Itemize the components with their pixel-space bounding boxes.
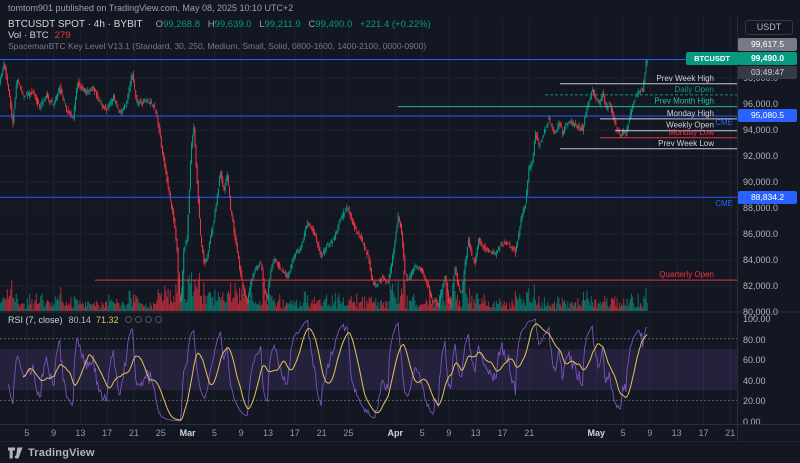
- low-label: L: [259, 19, 265, 30]
- ohlc-values: O99,268.8 H99,639.0 L99,211.9 C99,490.0 …: [151, 19, 431, 30]
- svg-text:CME: CME: [715, 118, 733, 127]
- price-tick-label: 88,000.0: [743, 203, 779, 213]
- time-tick-month-label: Apr: [387, 428, 404, 438]
- svg-text:Monday Low: Monday Low: [669, 128, 715, 137]
- svg-text:Monday High: Monday High: [667, 109, 714, 118]
- rsi-value: 71.32: [96, 315, 119, 325]
- rsi-tick-label: 0.00: [743, 417, 761, 427]
- time-tick-label: 13: [75, 428, 86, 438]
- time-tick-label: 5: [620, 428, 626, 438]
- attribution-bar: tomtom901 published on TradingView.com, …: [0, 0, 800, 17]
- open-value: 99,268.8: [163, 19, 201, 30]
- rsi-tick-label: 100.00: [743, 314, 771, 324]
- svg-text:Prev Month High: Prev Month High: [654, 97, 714, 106]
- tradingview-logo-link[interactable]: TradingView: [8, 447, 95, 459]
- price-tick-label: 94,000.0: [743, 125, 779, 135]
- tradingview-logo-text: TradingView: [28, 447, 95, 459]
- time-tick-label: 13: [262, 428, 274, 438]
- time-tick-label: 21: [128, 428, 140, 438]
- price-scale[interactable]: 98,000.096,000.094,000.092,000.090,000.0…: [737, 17, 800, 441]
- last-price-badge: 99,490.0: [738, 52, 797, 65]
- high-price-badge: 99,617.5: [738, 38, 797, 51]
- price-tick-label: 92,000.0: [743, 151, 779, 161]
- symbol-title: BTCUSDT SPOT · 4h · BYBIT: [8, 19, 143, 30]
- time-tick-label: 9: [647, 428, 653, 438]
- time-tick-label: 9: [238, 428, 244, 438]
- time-axis[interactable]: 5 9 13 17 21 25 Mar 5 9 13 17 21 25 Apr 5 9 13 17 21 May 5 9 1…: [0, 424, 800, 442]
- svg-text:Weekly Open: Weekly Open: [666, 121, 714, 130]
- price-tick-label: 84,000.0: [743, 255, 779, 265]
- time-tick-month-label: May: [587, 428, 606, 438]
- price-tick-label: 82,000.0: [743, 281, 779, 291]
- time-tick-label: 17: [497, 428, 508, 438]
- time-tick-label: 13: [470, 428, 481, 438]
- rsi-tick-label: 40.00: [743, 375, 766, 386]
- currency-toggle-button[interactable]: USDT: [745, 20, 793, 35]
- price-tick-label: 86,000.0: [743, 229, 779, 239]
- time-tick-label: 9: [446, 428, 452, 438]
- low-value: 99,211.9: [264, 19, 301, 30]
- volume-legend-row[interactable]: Vol · BTC 279: [8, 30, 71, 41]
- volume-value: 279: [54, 30, 71, 41]
- high-label: H: [207, 19, 215, 30]
- time-tick-label: 17: [698, 428, 709, 438]
- svg-text:Prev Week High: Prev Week High: [656, 74, 714, 83]
- time-tick-label: 9: [51, 428, 57, 438]
- rsi-tick-label: 20.00: [743, 396, 766, 407]
- change-value: +221.4 (+0.22%): [359, 19, 431, 30]
- footer-bar: TradingView: [0, 441, 800, 463]
- time-tick-month-label: Mar: [179, 428, 196, 438]
- rsi-hidden-plot-icons: [124, 316, 162, 323]
- tradingview-logo-icon: [8, 447, 23, 459]
- hidden-plot-icon: [144, 316, 152, 323]
- svg-text:Daily Open: Daily Open: [674, 85, 714, 94]
- rsi-tick-label: 60.00: [743, 355, 766, 366]
- svg-text:Quarterly Open: Quarterly Open: [659, 270, 714, 279]
- indicator-title: SpacemanBTC Key Level V13.1 (Standard, 3…: [8, 41, 427, 51]
- time-tick-label: 5: [211, 428, 217, 438]
- rsi-tick-label: 80.00: [743, 334, 766, 345]
- time-tick-label: 21: [316, 428, 327, 438]
- indicator-legend-row[interactable]: SpacemanBTC Key Level V13.1 (Standard, 3…: [8, 41, 426, 51]
- hidden-plot-icon: [134, 316, 142, 323]
- close-value: 99,490.0: [315, 19, 353, 30]
- volume-label: Vol · BTC: [8, 30, 49, 41]
- price-tick-label: 96,000.0: [743, 99, 779, 109]
- symbol-price-line-badge: BTCUSDT: [686, 52, 738, 65]
- time-tick-label: 21: [725, 428, 736, 438]
- cme-price-badge: 95,080.5: [738, 109, 797, 123]
- svg-text:Prev Week Low: Prev Week Low: [658, 139, 714, 148]
- rsi-legend-row[interactable]: RSI (7, close) 80.14 71.32: [8, 315, 162, 325]
- time-tick-label: 5: [24, 428, 30, 438]
- close-label: C: [308, 19, 316, 30]
- rsi-title: RSI (7, close): [8, 315, 63, 325]
- attribution-text: tomtom901 published on TradingView.com, …: [8, 3, 294, 13]
- hidden-plot-icon: [124, 316, 132, 323]
- price-tick-label: 80,000.0: [743, 307, 779, 317]
- svg-text:CME: CME: [715, 199, 733, 208]
- time-tick-label: 13: [671, 428, 682, 438]
- time-tick-label: 25: [155, 428, 166, 438]
- symbol-legend-row[interactable]: BTCUSDT SPOT · 4h · BYBIT O99,268.8 H99,…: [8, 19, 431, 30]
- high-value: 99,639.0: [214, 19, 252, 30]
- hidden-plot-icon: [154, 316, 162, 323]
- cme-price-badge: 88,834.2: [738, 190, 797, 204]
- time-tick-label: 25: [343, 428, 354, 438]
- bar-countdown-badge: 03:49:47: [738, 66, 797, 79]
- price-tick-label: 90,000.0: [743, 177, 779, 187]
- time-tick-label: 5: [419, 428, 425, 438]
- open-label: O: [155, 19, 164, 30]
- time-tick-label: 17: [102, 428, 113, 438]
- rsi-ma-value: 80.14: [68, 315, 92, 325]
- time-tick-label: 17: [289, 428, 300, 438]
- time-tick-label: 21: [524, 428, 535, 438]
